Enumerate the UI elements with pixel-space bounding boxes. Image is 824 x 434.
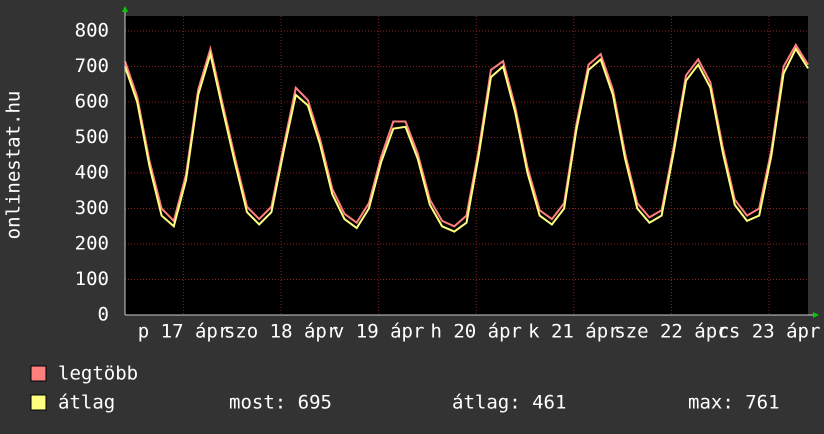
legend-swatch [30, 394, 47, 411]
y-tick-label: 100 [75, 268, 109, 290]
legend-label: átlag [58, 392, 115, 414]
y-tick-label: 600 [75, 91, 109, 113]
y-tick-label: 700 [75, 55, 109, 77]
y-tick-label: 800 [75, 20, 109, 42]
x-tick-label: k 21 ápr [528, 321, 620, 343]
series-line [124, 42, 809, 228]
y-arrow [122, 6, 128, 12]
x-tick-label: sze 22 ápr [614, 321, 728, 343]
y-tick-label: 300 [75, 197, 109, 219]
legend-label: legtöbb [58, 363, 138, 385]
stat-text: átlag: 461 [452, 392, 566, 414]
x-arrow [813, 312, 819, 318]
plot-area [125, 16, 808, 315]
series-line [124, 46, 809, 233]
legend-swatch [30, 365, 47, 382]
y-tick-label: 500 [75, 126, 109, 148]
stat-text: most: 695 [229, 392, 332, 414]
x-tick-label: szo 18 ápr [224, 321, 338, 343]
x-tick-label: v 19 ápr [333, 321, 425, 343]
legend: legtöbb átlag most: 695 átlag: 461 max: 761 [30, 363, 780, 414]
x-tick-label: h 20 ápr [430, 321, 522, 343]
y-tick-label: 0 [98, 304, 109, 326]
grid [125, 16, 808, 316]
x-tick-label: cs 23 ápr [717, 321, 820, 343]
stat-text: max: 761 [688, 392, 780, 414]
y-tick-label: 400 [75, 162, 109, 184]
y-tick-label: 200 [75, 233, 109, 255]
lines [124, 42, 809, 233]
y-axis-label: onlinestat.hu [3, 91, 25, 240]
x-tick-label: p 17 ápr [138, 321, 230, 343]
